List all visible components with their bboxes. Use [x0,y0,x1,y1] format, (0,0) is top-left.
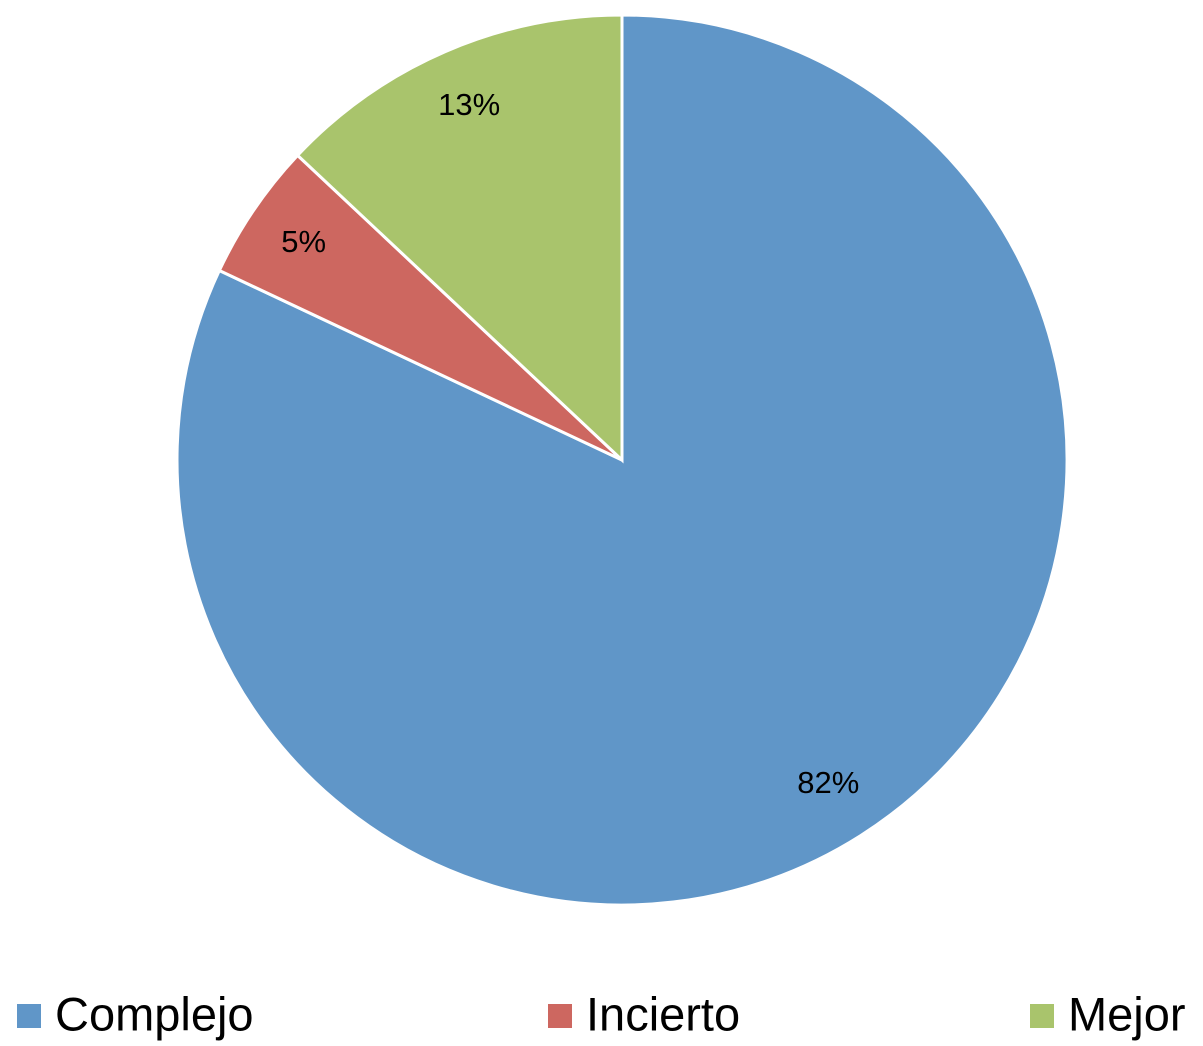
pie-slice [295,13,624,464]
legend-marker [1030,1004,1054,1028]
legend-marker [17,1004,41,1028]
legend-marker [548,1004,572,1028]
legend-label: Mejor [1068,987,1186,1040]
legend-label: Incierto [586,987,740,1040]
legend-label: Complejo [55,987,254,1040]
data-label: 13% [438,87,500,122]
data-label: 82% [797,765,859,800]
data-label: 5% [281,224,326,259]
